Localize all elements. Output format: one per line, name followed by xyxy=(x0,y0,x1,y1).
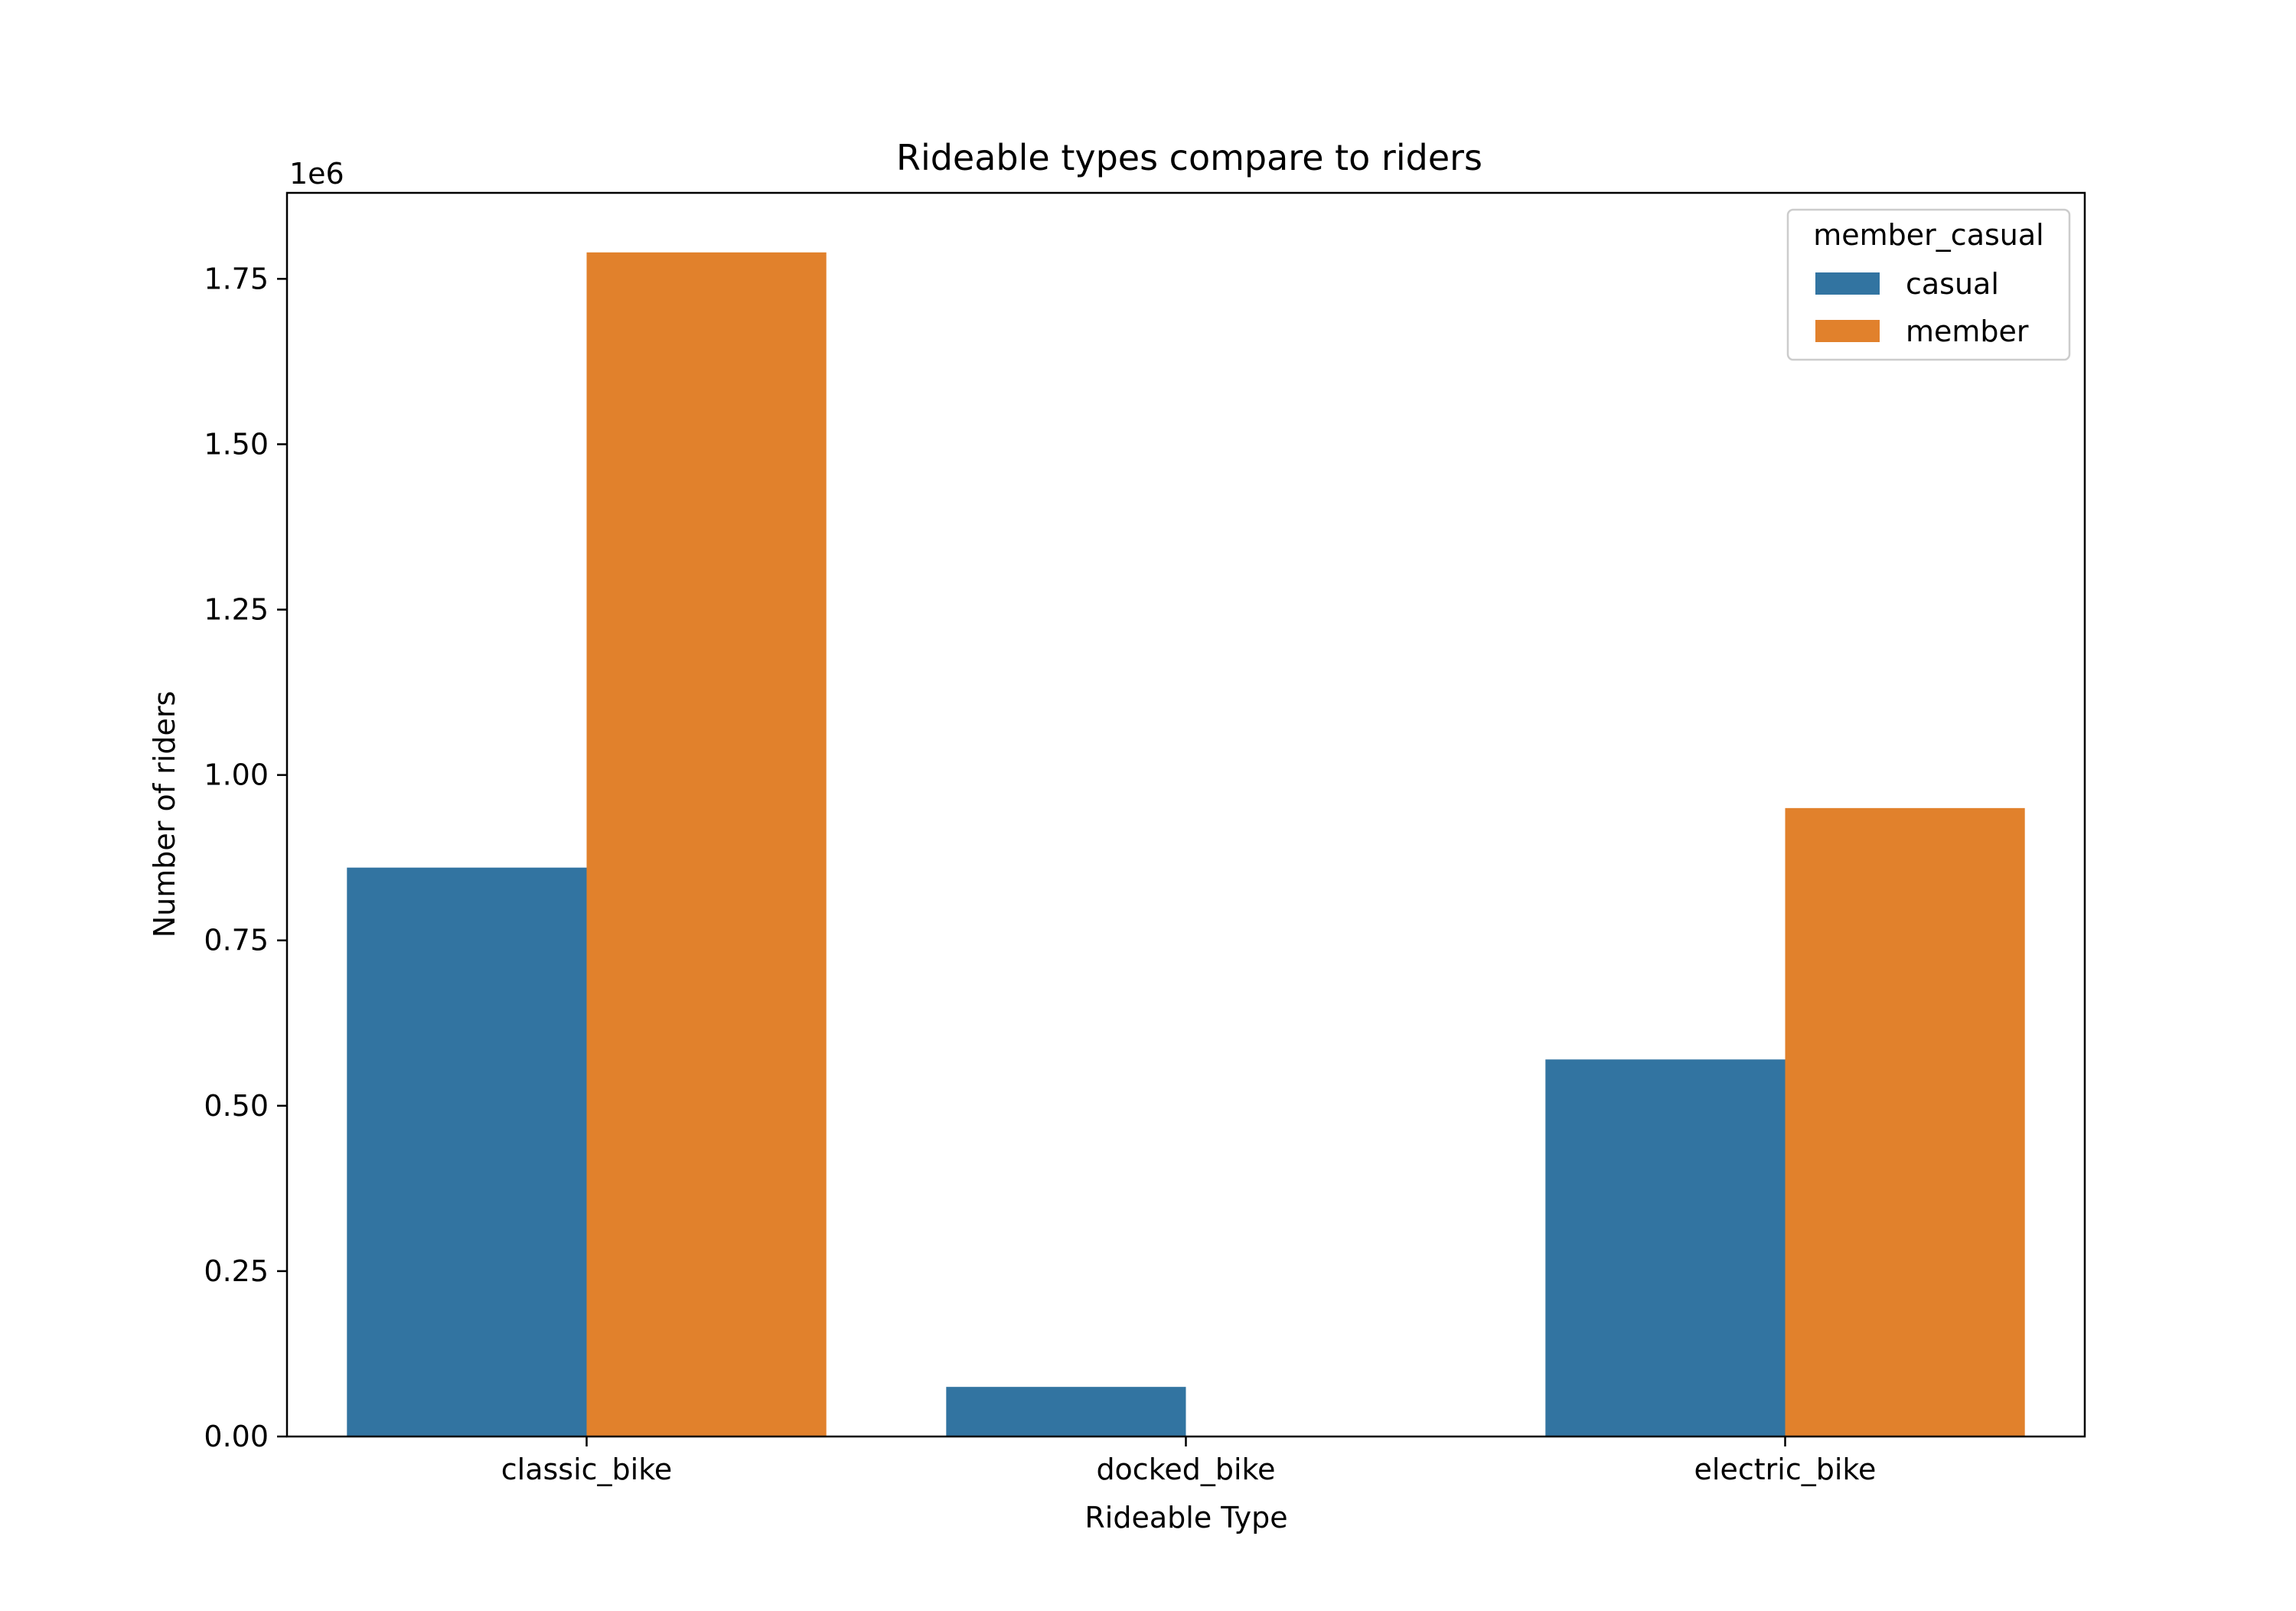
x-tick-label-docked-bike: docked_bike xyxy=(1096,1453,1275,1486)
y-axis-offset-label: 1e6 xyxy=(289,157,344,191)
legend-swatch-casual xyxy=(1815,272,1880,295)
x-tick-label-electric-bike: electric_bike xyxy=(1694,1453,1877,1486)
x-axis-label: Rideable Type xyxy=(1084,1501,1287,1534)
legend: member_casual casual member xyxy=(1786,208,2071,361)
bar-classic-bike-casual xyxy=(347,867,587,1437)
bar-docked-bike-casual xyxy=(946,1387,1186,1437)
bar-classic-bike-member xyxy=(586,252,827,1437)
y-tick-label: 0.75 xyxy=(204,924,269,957)
y-tick-label: 0.50 xyxy=(204,1089,269,1123)
y-tick-label: 1.25 xyxy=(204,593,269,627)
plot-frame xyxy=(285,191,2086,1438)
chart-title: Rideable types compare to riders xyxy=(896,137,1482,178)
y-axis-label: Number of riders xyxy=(148,691,181,938)
y-tick-label: 0.00 xyxy=(204,1420,269,1453)
y-tick-label: 1.75 xyxy=(204,262,269,295)
legend-label-member: member xyxy=(1906,315,2029,348)
y-axis-ticks: 0.00 0.25 0.50 0.75 1.00 1.25 1.50 1.75 xyxy=(204,262,287,1453)
bar-electric-bike-member xyxy=(1785,807,2025,1437)
legend-title: member_casual xyxy=(1813,218,2043,252)
y-tick-label: 1.00 xyxy=(204,758,269,792)
x-axis-ticks: classic_bike docked_bike electric_bike xyxy=(501,1437,1877,1486)
bar-electric-bike-casual xyxy=(1545,1059,1786,1437)
y-tick-label: 0.25 xyxy=(204,1254,269,1288)
legend-swatch-member xyxy=(1815,320,1880,342)
x-tick-label-classic-bike: classic_bike xyxy=(501,1453,673,1486)
legend-label-casual: casual xyxy=(1906,267,1999,301)
bars-layer xyxy=(347,252,2025,1437)
y-tick-label: 1.50 xyxy=(204,427,269,461)
